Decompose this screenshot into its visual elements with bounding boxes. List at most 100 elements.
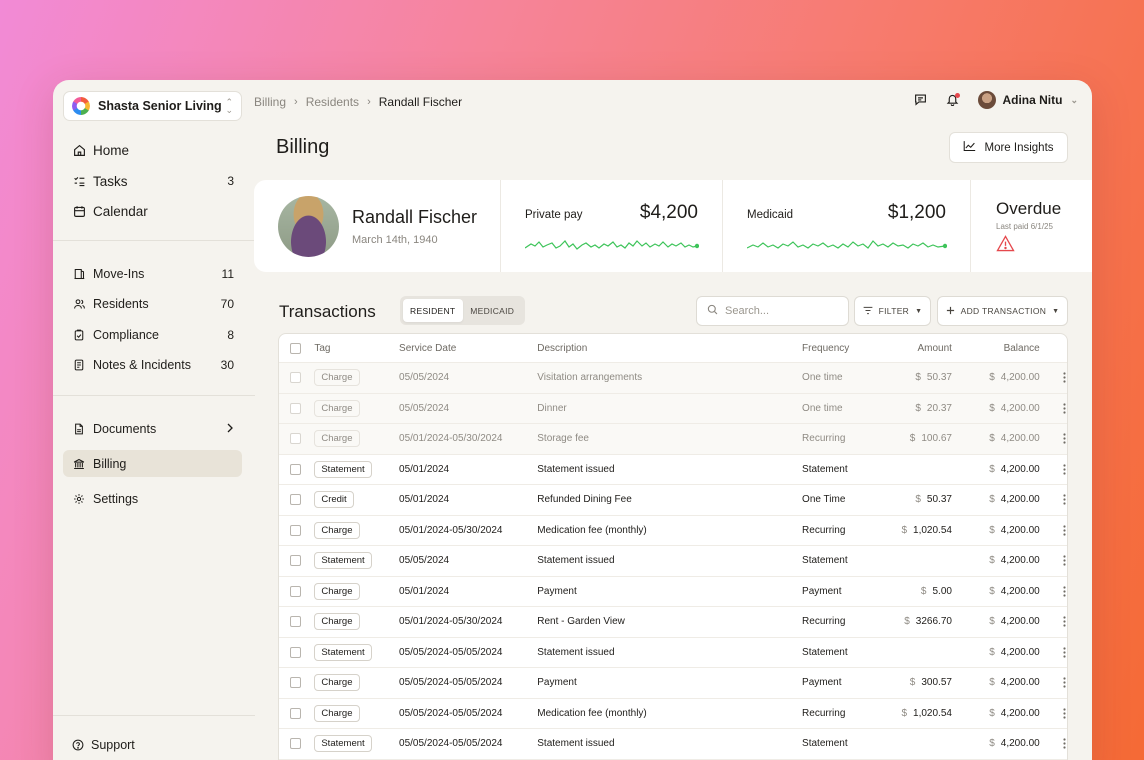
more-vertical-icon[interactable]: [1040, 586, 1067, 597]
sidebar-item-calendar[interactable]: Calendar: [63, 198, 242, 225]
column-header-description[interactable]: Description: [537, 342, 588, 354]
column-header-amount[interactable]: Amount: [917, 342, 952, 354]
dollar-sign: $: [901, 524, 908, 536]
table-row[interactable]: Charge 05/05/2024 Visitation arrangement…: [279, 363, 1067, 394]
add-transaction-button[interactable]: ADD TRANSACTION ▼: [937, 296, 1068, 326]
column-header-tag[interactable]: Tag: [314, 342, 331, 354]
message-icon[interactable]: [914, 93, 928, 107]
balance: $4,200.00: [989, 677, 1040, 689]
amount: $100.67: [909, 433, 952, 445]
frequency: Recurring: [802, 524, 846, 536]
more-vertical-icon[interactable]: [1040, 494, 1067, 505]
row-checkbox[interactable]: [290, 494, 301, 506]
tab-resident[interactable]: RESIDENT: [403, 299, 463, 322]
row-checkbox[interactable]: [290, 707, 301, 719]
row-checkbox[interactable]: [290, 585, 301, 597]
breadcrumb-billing[interactable]: Billing: [254, 95, 287, 109]
table-header: Tag Service Date Description Frequency A…: [279, 334, 1067, 363]
column-header-balance[interactable]: Balance: [1003, 342, 1040, 354]
row-checkbox[interactable]: [290, 433, 301, 445]
more-vertical-icon[interactable]: [1040, 433, 1067, 444]
tab-medicaid[interactable]: MEDICAID: [470, 305, 515, 316]
caret-down-icon: ▼: [915, 307, 923, 315]
nav-secondary: Move-Ins 11 Residents 70 Compliance 8 No…: [63, 260, 242, 382]
row-checkbox[interactable]: [290, 372, 301, 384]
filter-button[interactable]: FILTER ▼: [854, 296, 931, 326]
table-row[interactable]: Statement 05/05/2024 Statement issued St…: [279, 546, 1067, 577]
bell-icon[interactable]: [946, 93, 961, 107]
medicaid-label: Medicaid: [747, 209, 794, 221]
more-vertical-icon[interactable]: [1040, 647, 1067, 658]
table-row[interactable]: Charge 05/01/2024-05/30/2024 Storage fee…: [279, 424, 1067, 455]
service-date: 05/05/2024: [399, 402, 450, 414]
sidebar-item-notes-incidents[interactable]: Notes & Incidents 30: [63, 352, 242, 379]
support-link[interactable]: Support: [72, 738, 135, 752]
row-checkbox[interactable]: [290, 616, 301, 628]
select-all-checkbox[interactable]: [290, 342, 301, 354]
sidebar-item-home[interactable]: Home: [63, 137, 242, 164]
table-row[interactable]: Charge 05/05/2024-05/05/2024 Payment Pay…: [279, 668, 1067, 699]
warning-icon: [996, 235, 1092, 257]
table-body: Charge 05/05/2024 Visitation arrangement…: [279, 363, 1067, 760]
sidebar-item-tasks[interactable]: Tasks 3: [63, 168, 242, 195]
sidebar: Shasta Senior Living ⌃ ⌄ Home Tasks 3 Cal…: [53, 80, 255, 760]
home-icon: [72, 144, 86, 158]
more-insights-button[interactable]: More Insights: [949, 132, 1068, 163]
service-date: 05/05/2024-05/05/2024: [399, 707, 503, 719]
more-vertical-icon[interactable]: [1040, 403, 1067, 414]
sidebar-divider: [53, 715, 255, 716]
chevron-updown-icon: ⌃ ⌄: [225, 97, 233, 115]
table-row[interactable]: Statement 05/05/2024-05/05/2024 Statemen…: [279, 729, 1067, 760]
row-checkbox[interactable]: [290, 524, 301, 536]
row-checkbox[interactable]: [290, 463, 301, 475]
more-vertical-icon[interactable]: [1040, 708, 1067, 719]
service-date: 05/01/2024-05/30/2024: [399, 433, 503, 445]
more-vertical-icon[interactable]: [1040, 738, 1067, 749]
sidebar-item-settings[interactable]: Settings: [63, 485, 242, 512]
chevron-right-icon: [226, 422, 234, 436]
sidebar-item-residents[interactable]: Residents 70: [63, 291, 242, 318]
table-row[interactable]: Charge 05/05/2024 Dinner One time $20.37…: [279, 393, 1067, 424]
dollar-sign: $: [989, 372, 995, 384]
table-row[interactable]: Statement 05/05/2024-05/05/2024 Statemen…: [279, 638, 1067, 668]
description: Statement issued: [537, 463, 615, 475]
more-vertical-icon[interactable]: [1040, 555, 1067, 566]
more-vertical-icon[interactable]: [1040, 677, 1067, 688]
table-row[interactable]: Charge 05/05/2024-05/05/2024 Medication …: [279, 699, 1067, 729]
medicaid-sparkline: [747, 240, 947, 249]
tag-badge: Statement: [314, 552, 372, 570]
sidebar-item-billing[interactable]: Billing: [63, 450, 242, 477]
table-row[interactable]: Charge 05/01/2024 Payment Payment $5.00 …: [279, 577, 1067, 607]
table-row[interactable]: Charge 05/01/2024-05/30/2024 Rent - Gard…: [279, 607, 1067, 638]
sidebar-item-move-ins[interactable]: Move-Ins 11: [63, 260, 242, 287]
row-checkbox[interactable]: [290, 555, 301, 567]
service-date: 05/05/2024-05/05/2024: [399, 677, 503, 689]
row-checkbox[interactable]: [290, 677, 301, 689]
table-row[interactable]: Statement 05/01/2024 Statement issued St…: [279, 455, 1067, 485]
search-input[interactable]: [725, 305, 835, 317]
breadcrumb-residents[interactable]: Residents: [305, 95, 360, 109]
more-vertical-icon[interactable]: [1040, 464, 1067, 475]
more-vertical-icon[interactable]: [1040, 525, 1067, 536]
row-checkbox[interactable]: [290, 738, 301, 750]
private-pay-sparkline: [525, 240, 699, 250]
org-switcher[interactable]: Shasta Senior Living ⌃ ⌄: [63, 91, 242, 121]
dollar-sign: $: [904, 616, 910, 628]
dollar-sign: $: [989, 616, 995, 628]
sidebar-item-documents[interactable]: Documents: [63, 415, 242, 442]
balance: $4,200.00: [989, 494, 1040, 506]
table-row[interactable]: Charge 05/01/2024-05/30/2024 Medication …: [279, 516, 1067, 546]
private-pay-label: Private pay: [525, 209, 583, 221]
column-header-service-date[interactable]: Service Date: [399, 342, 457, 354]
row-checkbox[interactable]: [290, 402, 301, 414]
search-box: [696, 296, 849, 326]
more-vertical-icon[interactable]: [1040, 616, 1067, 627]
row-checkbox[interactable]: [290, 646, 301, 658]
frequency: Statement: [802, 555, 848, 567]
column-header-frequency[interactable]: Frequency: [802, 342, 850, 354]
tasks-count: 3: [227, 174, 234, 188]
sidebar-item-compliance[interactable]: Compliance 8: [63, 321, 242, 348]
more-vertical-icon[interactable]: [1040, 372, 1067, 383]
table-row[interactable]: Credit 05/01/2024 Refunded Dining Fee On…: [279, 485, 1067, 516]
user-menu[interactable]: Adina Nitu ⌄: [978, 91, 1078, 109]
